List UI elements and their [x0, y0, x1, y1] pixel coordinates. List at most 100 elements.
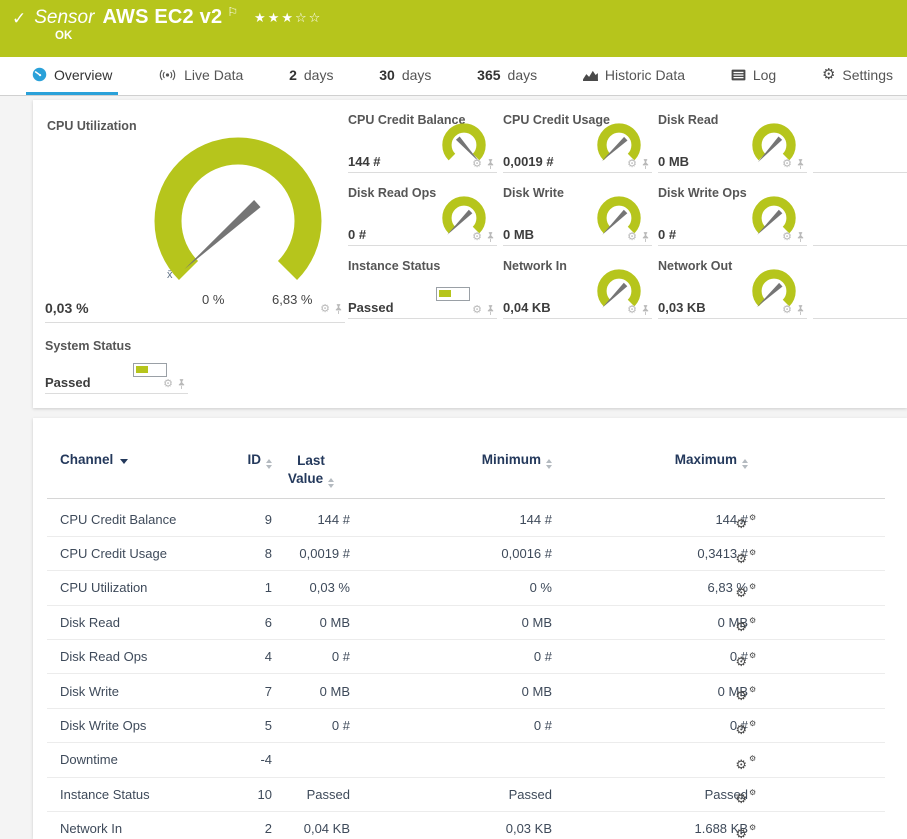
- minimum-value: 0,03 KB: [505, 821, 552, 837]
- gear-icon[interactable]: ⚙: [472, 157, 482, 170]
- pin-icon[interactable]: [486, 231, 495, 243]
- last-value: Passed: [306, 786, 350, 802]
- channel-name[interactable]: Network In: [60, 821, 123, 837]
- gauge-actions: ⚙: [163, 378, 186, 390]
- gear-icon[interactable]: ⚙: [472, 303, 482, 316]
- gear-icon: ⚙: [749, 788, 757, 798]
- channel-gauge-cell[interactable]: CPU Credit Usage 0,0019 # ⚙: [503, 112, 652, 173]
- pin-icon[interactable]: [486, 158, 495, 170]
- tab-historic-data[interactable]: Historic Data: [577, 57, 691, 95]
- table-row[interactable]: Downtime -4 ⚙ ⚙: [47, 743, 885, 778]
- pin-icon[interactable]: [641, 158, 650, 170]
- tab-label: days: [401, 66, 432, 83]
- channel-name[interactable]: CPU Credit Balance: [60, 511, 177, 527]
- gear-icon: ⚙: [735, 825, 747, 839]
- column-header-channel[interactable]: Channel: [60, 452, 200, 467]
- gear-icon[interactable]: ⚙: [472, 230, 482, 243]
- gauge-value: 0,04 KB: [503, 300, 551, 315]
- status-bar-fill: [136, 366, 148, 373]
- channel-gauge-cell[interactable]: Disk Write 0 MB ⚙: [503, 185, 652, 246]
- channel-gauge-cell[interactable]: CPU Credit Balance 144 # ⚙: [348, 112, 497, 173]
- tab-live-data[interactable]: Live Data: [152, 57, 249, 95]
- minimum-value: 0 #: [533, 649, 552, 665]
- table-row[interactable]: Network In 2 0,04 KB 0,03 KB 1.688 KB ⚙ …: [47, 812, 885, 839]
- maximum-value: 0,3413 #: [697, 546, 748, 562]
- channel-name[interactable]: CPU Utilization: [60, 580, 148, 596]
- pin-icon[interactable]: [177, 378, 186, 390]
- cpu-utilization-gauge: [154, 137, 322, 281]
- gear-icon: ⚙: [735, 516, 747, 532]
- channel-gauge-cell[interactable]: Disk Write Ops 0 # ⚙: [658, 185, 807, 246]
- cpu-utilization-cell[interactable]: CPU Utilization x̄ 0 % 6,83 % 0,03 % ⚙: [45, 112, 345, 323]
- gauge-title: Network In: [503, 259, 567, 273]
- pin-icon[interactable]: [796, 231, 805, 243]
- channel-name[interactable]: Disk Read Ops: [60, 649, 148, 665]
- pin-icon[interactable]: [641, 231, 650, 243]
- channel-name[interactable]: Disk Write Ops: [60, 717, 147, 733]
- gear-icon[interactable]: ⚙: [782, 303, 792, 316]
- pin-icon[interactable]: [641, 304, 650, 316]
- gear-icon[interactable]: ⚙: [627, 303, 637, 316]
- channel-name[interactable]: Disk Read: [60, 614, 120, 630]
- table-row[interactable]: Disk Read Ops 4 0 # 0 # 0 # ⚙ ⚙: [47, 640, 885, 675]
- tab-log[interactable]: Log: [725, 57, 782, 95]
- table-row[interactable]: Instance Status 10 Passed Passed Passed …: [47, 778, 885, 812]
- gauge-actions: ⚙: [627, 231, 650, 243]
- pin-icon[interactable]: [796, 304, 805, 316]
- channel-gauge: [442, 196, 486, 235]
- tab-365-days[interactable]: 365 days: [471, 57, 543, 95]
- channel-gauge-cell[interactable]: Instance Status Passed ⚙: [348, 258, 497, 319]
- channel-name[interactable]: Downtime: [60, 752, 118, 768]
- channel-name[interactable]: Disk Write: [60, 683, 119, 699]
- table-body: CPU Credit Balance 9 144 # 144 # 144 # ⚙…: [33, 502, 907, 839]
- channel-name[interactable]: Instance Status: [60, 786, 150, 802]
- pin-icon[interactable]: [486, 304, 495, 316]
- pin-icon[interactable]: [796, 158, 805, 170]
- minimum-value: 0 %: [529, 580, 552, 596]
- system-status-cell[interactable]: System Status Passed ⚙: [45, 335, 188, 394]
- gear-icon[interactable]: ⚙: [782, 230, 792, 243]
- flag-icon[interactable]: ⚐: [227, 5, 239, 19]
- table-row[interactable]: Disk Write 7 0 MB 0 MB 0 MB ⚙ ⚙: [47, 674, 885, 709]
- tab-number: 30: [379, 66, 395, 83]
- last-value: 0 #: [331, 717, 350, 733]
- gear-icon[interactable]: ⚙: [627, 230, 637, 243]
- last-value: 0,0019 #: [299, 546, 350, 562]
- channel-gauge-cell[interactable]: Disk Read Ops 0 # ⚙: [348, 185, 497, 246]
- gauge-title: Disk Write Ops: [658, 186, 747, 200]
- small-gauges-grid: CPU Credit Balance 144 # ⚙ CPU Credit Us…: [348, 112, 807, 319]
- channel-id: 1: [264, 580, 272, 596]
- gear-icon[interactable]: ⚙: [782, 157, 792, 170]
- table-row[interactable]: Disk Write Ops 5 0 # 0 # 0 # ⚙ ⚙: [47, 709, 885, 744]
- gear-icon: ⚙: [749, 513, 757, 523]
- gear-icon[interactable]: ⚙: [320, 302, 330, 315]
- table-row[interactable]: Disk Read 6 0 MB 0 MB 0 MB ⚙ ⚙: [47, 606, 885, 640]
- gauge-title: System Status: [45, 339, 132, 353]
- gear-icon[interactable]: ⚙: [163, 377, 173, 390]
- table-row[interactable]: CPU Utilization 1 0,03 % 0 % 6,83 % ⚙ ⚙: [47, 571, 885, 606]
- channel-gauge-cell[interactable]: Network Out 0,03 KB ⚙: [658, 258, 807, 319]
- tab-overview[interactable]: Overview: [26, 57, 119, 95]
- table-row[interactable]: CPU Credit Balance 9 144 # 144 # 144 # ⚙…: [47, 502, 885, 537]
- maximum-value: Passed: [704, 786, 748, 802]
- cell-divider: [813, 318, 907, 319]
- gauge-min-label: 0 %: [202, 292, 225, 307]
- table-row[interactable]: CPU Credit Usage 8 0,0019 # 0,0016 # 0,3…: [47, 537, 885, 572]
- column-header-id[interactable]: ID: [200, 452, 272, 469]
- mean-marker: x̄: [167, 269, 173, 281]
- tab-2-days[interactable]: 2 days: [283, 57, 339, 95]
- tab-bar: Overview Live Data 2 days 30 days 365 da…: [0, 57, 907, 96]
- tab-settings[interactable]: ⚙ Settings: [816, 57, 899, 95]
- gauge-title: CPU Utilization: [47, 119, 137, 133]
- channel-id: 10: [257, 786, 272, 802]
- channel-gauge-cell[interactable]: Network In 0,04 KB ⚙: [503, 258, 652, 319]
- column-header-minimum[interactable]: Minimum: [350, 452, 552, 469]
- tab-30-days[interactable]: 30 days: [373, 57, 437, 95]
- priority-stars[interactable]: ★★★☆☆: [254, 10, 323, 25]
- gear-icon[interactable]: ⚙: [627, 157, 637, 170]
- channel-gauge-cell[interactable]: Disk Read 0 MB ⚙: [658, 112, 807, 173]
- pin-icon[interactable]: [334, 303, 343, 315]
- column-header-last-value[interactable]: Last Value: [272, 452, 350, 489]
- column-header-maximum[interactable]: Maximum: [552, 452, 748, 469]
- channel-name[interactable]: CPU Credit Usage: [60, 546, 167, 562]
